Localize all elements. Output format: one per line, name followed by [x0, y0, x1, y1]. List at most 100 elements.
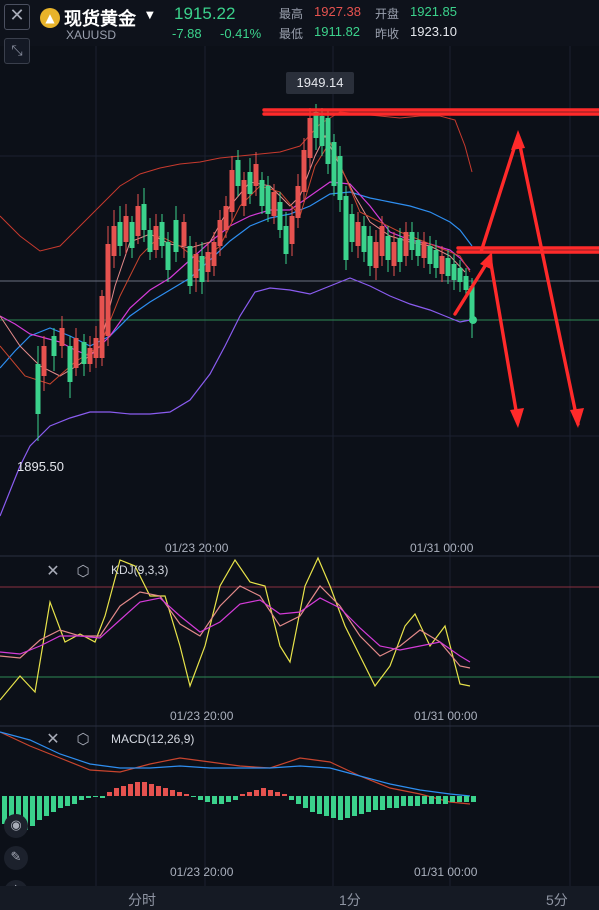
- candle: [51, 336, 57, 356]
- candle: [87, 348, 93, 364]
- candle: [319, 116, 325, 146]
- macd-bar: [268, 790, 273, 796]
- candle: [187, 246, 193, 286]
- candle: [445, 258, 451, 276]
- macd-bar: [121, 786, 126, 796]
- candle: [415, 240, 421, 256]
- expand-icon[interactable]: ⤡: [4, 38, 30, 64]
- macd-bar: [359, 796, 364, 814]
- macd-bar: [331, 796, 336, 818]
- candle: [397, 238, 403, 262]
- candle: [469, 286, 475, 322]
- candle: [367, 236, 373, 266]
- macd-bar: [352, 796, 357, 816]
- candle: [205, 252, 211, 272]
- instrument-name[interactable]: 现货黄金: [64, 9, 136, 29]
- low-value: 1911.82: [314, 24, 361, 39]
- arrow-head-left: [510, 408, 524, 428]
- tab-timeshare[interactable]: 分时: [128, 892, 156, 908]
- macd-bar: [170, 790, 175, 796]
- candle: [41, 346, 47, 376]
- candle: [117, 222, 123, 246]
- candle: [259, 180, 265, 206]
- macd-bar: [107, 792, 112, 796]
- candle: [289, 216, 295, 244]
- low-price-marker: 1895.50: [17, 459, 64, 474]
- candle: [373, 242, 379, 268]
- candle: [181, 222, 187, 246]
- candle: [463, 276, 469, 290]
- candle: [253, 164, 259, 186]
- candle: [81, 342, 87, 364]
- close-icon[interactable]: ✕: [4, 4, 30, 30]
- up-arrow-line[interactable]: [479, 134, 520, 254]
- macd-bar: [65, 796, 70, 806]
- candle: [361, 226, 367, 252]
- kdj-close-icon[interactable]: ✕: [46, 561, 60, 580]
- gold-bars-icon: ▲: [40, 8, 60, 28]
- macd-bar: [142, 782, 147, 796]
- candle: [409, 232, 415, 250]
- bounce-line[interactable]: [453, 256, 492, 316]
- open-label: 开盘: [375, 7, 400, 21]
- macd-bar: [415, 796, 420, 806]
- candle: [229, 170, 235, 212]
- macd-bar: [30, 796, 35, 826]
- macd-dea-line: [0, 731, 471, 797]
- macd-bar: [86, 796, 91, 798]
- candle: [235, 160, 241, 186]
- macd-bar: [282, 794, 287, 796]
- macd-bar: [184, 794, 189, 796]
- candle: [337, 156, 343, 200]
- main-time-label-1: 01/23 20:00: [165, 541, 229, 555]
- macd-bar: [212, 796, 217, 804]
- main-time-label-2: 01/31 00:00: [410, 541, 474, 555]
- eye-toggle-icon[interactable]: ◉: [4, 814, 28, 838]
- candle: [457, 268, 463, 282]
- candle: [129, 222, 135, 248]
- candle: [379, 226, 385, 256]
- macd-bar: [128, 784, 133, 796]
- tab-5min[interactable]: 5分: [546, 892, 568, 908]
- kdj-settings-icon[interactable]: ⬡: [76, 562, 90, 580]
- macd-bar: [408, 796, 413, 806]
- arrow-head-bounce: [480, 252, 493, 270]
- macd-settings-icon[interactable]: ⬡: [76, 730, 90, 748]
- candle: [247, 172, 253, 194]
- chevron-down-icon[interactable]: ▼: [146, 10, 154, 21]
- macd-bar: [296, 796, 301, 804]
- candle: [421, 242, 427, 258]
- last-price: 1915.22: [174, 4, 236, 23]
- macd-bar: [219, 796, 224, 804]
- candle: [433, 250, 439, 268]
- pencil-icon[interactable]: ✎: [4, 846, 28, 870]
- candle: [99, 296, 105, 358]
- prev-close-label: 昨收: [375, 27, 400, 41]
- macd-bar: [177, 792, 182, 796]
- macd-bar: [387, 796, 392, 808]
- kdj-time-label-2: 01/31 00:00: [414, 709, 478, 723]
- candlestick-chart[interactable]: [0, 46, 599, 886]
- candle: [199, 256, 205, 282]
- instrument-symbol: XAUUSD: [66, 28, 117, 42]
- macd-close-icon[interactable]: ✕: [46, 729, 60, 748]
- macd-bar: [457, 796, 462, 802]
- drawing-annotations[interactable]: [262, 108, 599, 426]
- macd-bar: [149, 784, 154, 796]
- macd-bar: [436, 796, 441, 804]
- kdj-title: KDJ(9,3,3): [111, 563, 169, 577]
- candle: [277, 202, 283, 230]
- macd-bar: [317, 796, 322, 814]
- down-arrow-line-right[interactable]: [516, 134, 580, 426]
- macd-bar: [422, 796, 427, 804]
- prev-close-value: 1923.10: [410, 24, 457, 39]
- macd-bar: [58, 796, 63, 808]
- quote-header: ✕ ▲ 现货黄金 ▼ XAUUSD 1915.22 -7.88 -0.41% 最…: [0, 0, 599, 46]
- macd-bar: [289, 796, 294, 800]
- tab-1min[interactable]: 1分: [339, 892, 361, 908]
- macd-bar: [345, 796, 350, 818]
- macd-bar: [310, 796, 315, 812]
- candle: [35, 364, 41, 414]
- macd-bar: [247, 792, 252, 796]
- down-arrow-line-left[interactable]: [488, 256, 520, 424]
